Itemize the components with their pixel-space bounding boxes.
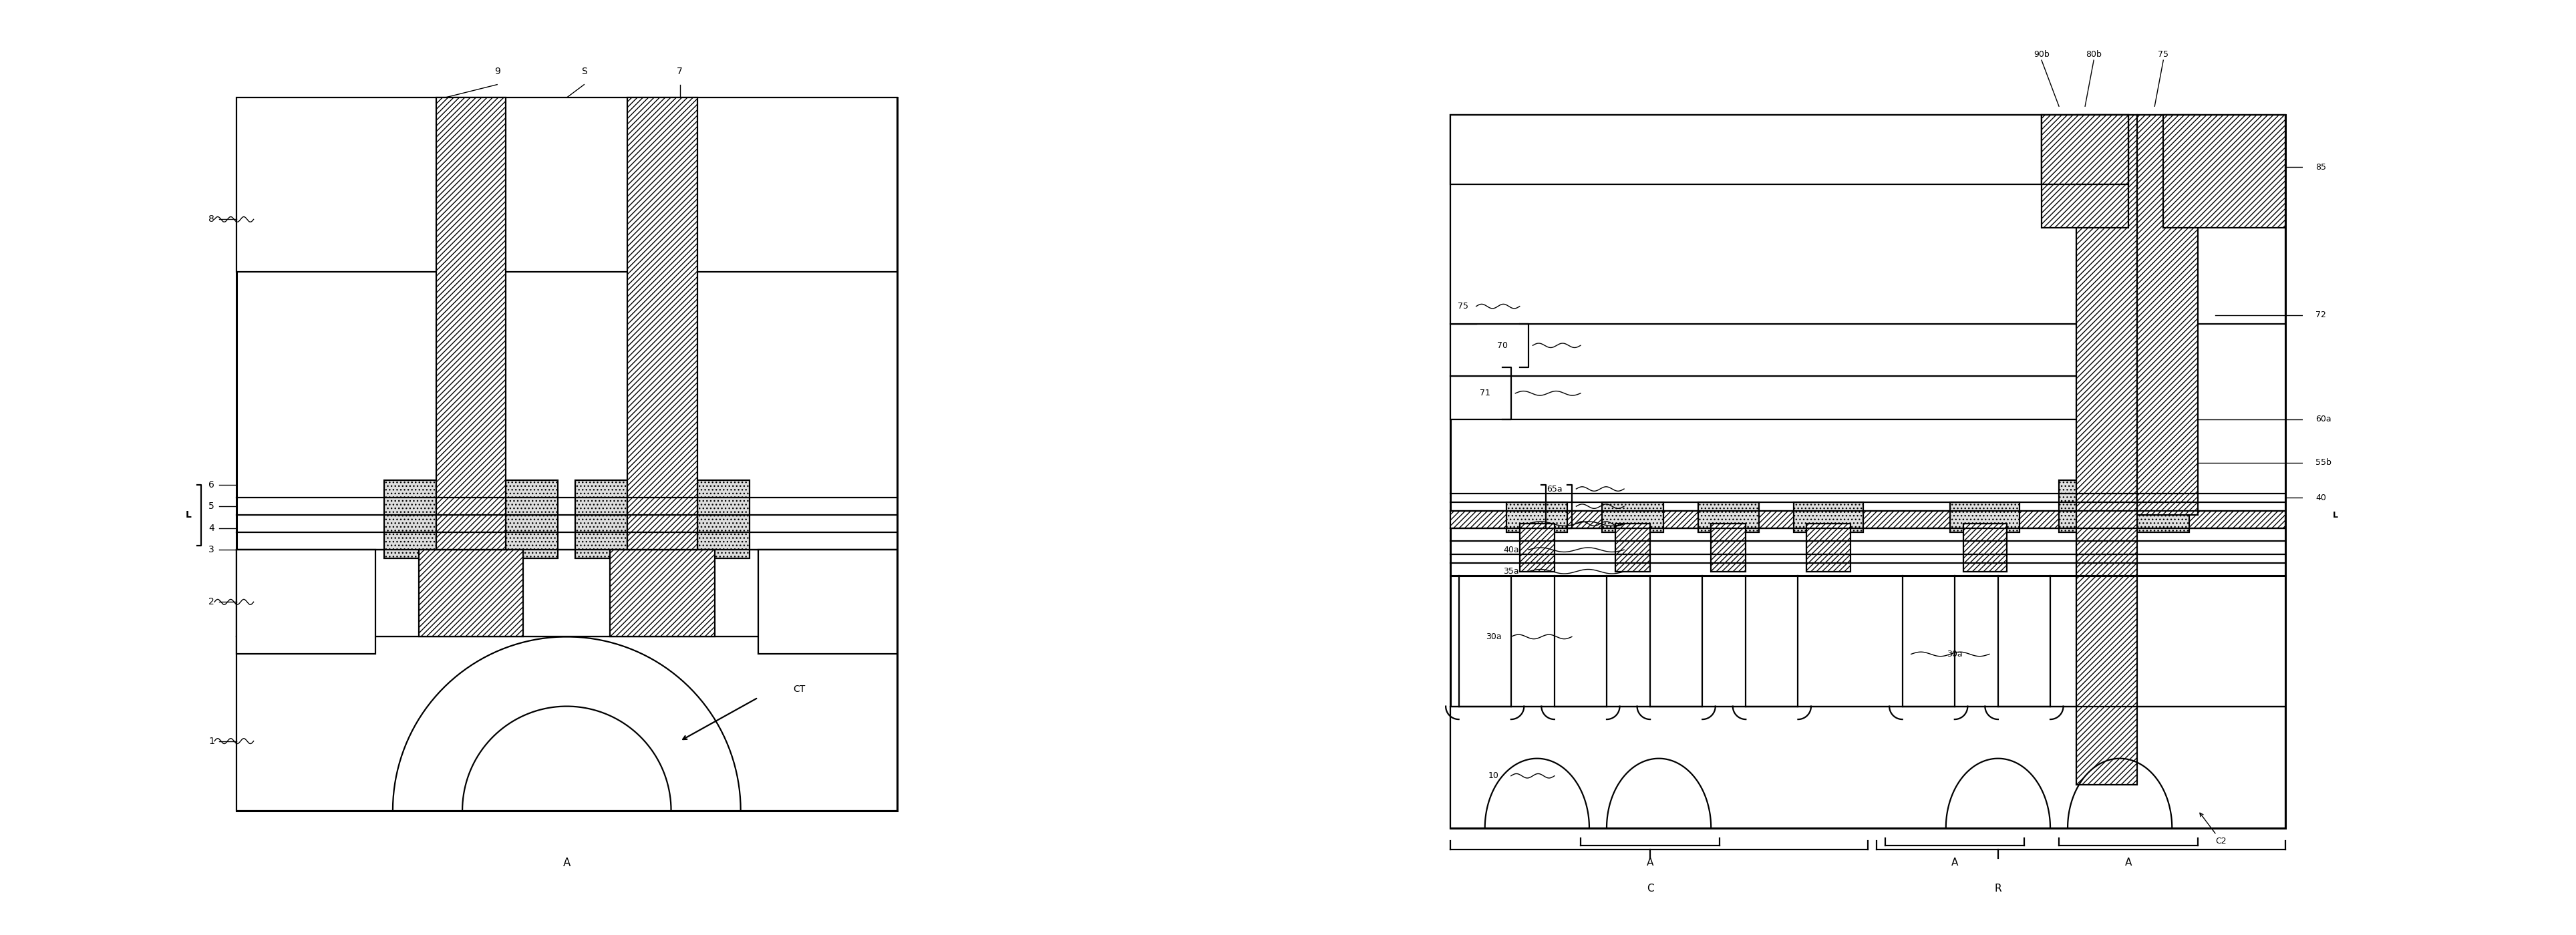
Bar <box>698 481 750 558</box>
Bar <box>574 481 629 558</box>
Text: 72: 72 <box>2316 310 2326 320</box>
Text: C2: C2 <box>2200 813 2226 845</box>
Text: 2: 2 <box>209 597 214 607</box>
Text: 5: 5 <box>209 501 214 511</box>
Text: 3: 3 <box>209 545 214 554</box>
Bar <box>1450 115 2285 828</box>
Bar <box>1963 524 2007 571</box>
Text: A: A <box>1950 857 1958 868</box>
Bar <box>757 550 896 654</box>
Bar <box>1602 502 1664 532</box>
Text: CT: CT <box>793 684 806 694</box>
Text: 65a: 65a <box>1546 484 1564 494</box>
Bar <box>629 97 698 550</box>
Text: A: A <box>2125 857 2133 868</box>
Bar <box>1450 324 2146 376</box>
Bar <box>1450 115 2043 184</box>
Text: 8: 8 <box>209 215 214 224</box>
Bar <box>1950 502 2020 532</box>
Bar <box>2138 497 2190 532</box>
Text: 67a: 67a <box>1520 502 1535 511</box>
Bar <box>2043 115 2128 184</box>
Bar <box>435 97 505 550</box>
Bar <box>2164 115 2285 228</box>
Bar <box>237 550 376 654</box>
Text: 71: 71 <box>1479 389 1489 397</box>
Bar <box>1507 502 1569 532</box>
Bar <box>2138 115 2197 515</box>
Bar <box>2058 481 2094 532</box>
Text: 55b: 55b <box>2316 458 2331 467</box>
Bar <box>420 550 523 637</box>
Bar <box>237 550 896 637</box>
Text: 55a: 55a <box>1546 502 1564 511</box>
Text: 75: 75 <box>1458 302 1468 310</box>
Text: 35a: 35a <box>1502 568 1520 576</box>
Text: C: C <box>1646 884 1654 894</box>
Bar <box>1615 524 1651 571</box>
Bar <box>2043 115 2128 228</box>
Text: 90b: 90b <box>2032 50 2050 59</box>
Bar <box>2076 115 2138 784</box>
Bar <box>1698 502 1759 532</box>
Bar <box>1806 524 1850 571</box>
Bar <box>1450 376 2146 419</box>
Text: L: L <box>2334 511 2339 519</box>
Text: R: R <box>1994 884 2002 894</box>
Bar <box>505 481 559 558</box>
Text: 40a: 40a <box>1502 545 1520 554</box>
Text: 50b: 50b <box>1546 519 1564 528</box>
Text: 60a: 60a <box>2316 415 2331 424</box>
Bar <box>1793 502 1862 532</box>
Text: A: A <box>1646 857 1654 868</box>
Bar <box>1710 524 1747 571</box>
Bar <box>1520 524 1553 571</box>
Text: 40: 40 <box>2316 494 2326 502</box>
Text: 10: 10 <box>1489 771 1499 780</box>
Bar <box>384 481 435 558</box>
Text: 4: 4 <box>209 524 214 533</box>
Text: 6: 6 <box>209 480 214 489</box>
Text: A: A <box>564 856 569 869</box>
Bar <box>611 550 714 637</box>
Bar <box>237 97 896 271</box>
Text: L: L <box>185 511 191 520</box>
Text: 70: 70 <box>1497 341 1507 350</box>
Text: 45b: 45b <box>1502 519 1520 528</box>
Text: 80b: 80b <box>2087 50 2102 59</box>
Bar <box>1450 706 2285 828</box>
Text: 9: 9 <box>495 66 500 76</box>
Text: 75: 75 <box>2159 50 2169 59</box>
Text: 85: 85 <box>2316 163 2326 171</box>
Text: 1: 1 <box>209 737 214 746</box>
Text: S: S <box>582 66 587 76</box>
Bar <box>237 637 896 811</box>
Bar <box>1450 115 2285 324</box>
Text: 7: 7 <box>677 66 683 76</box>
Text: 30a: 30a <box>1947 650 1963 658</box>
Text: 30a: 30a <box>1486 632 1502 641</box>
Bar <box>1450 511 2285 528</box>
Bar <box>237 97 896 811</box>
